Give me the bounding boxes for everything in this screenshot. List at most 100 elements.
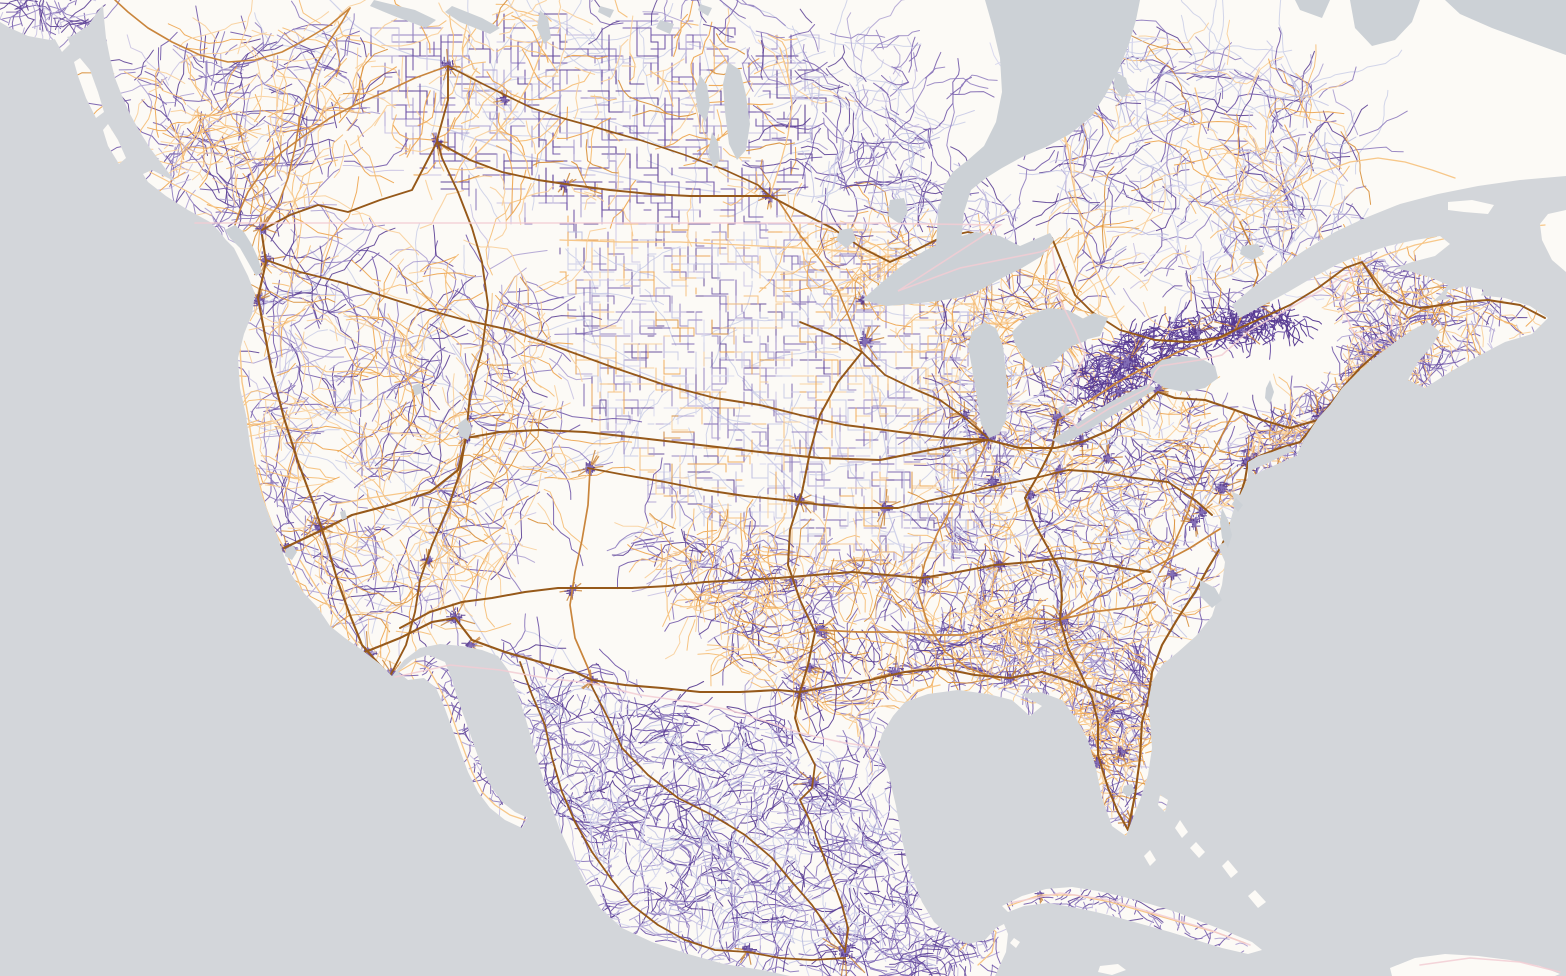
highway-mex-gulf <box>799 734 849 953</box>
city-spokes-dallas <box>799 615 839 644</box>
city-spokes-kansas-city <box>787 494 815 514</box>
water-lake-nipigon <box>888 198 908 224</box>
city-cluster-light-toronto <box>1120 353 1133 369</box>
water-lake-erie <box>1052 384 1156 445</box>
roads-north-arctic-web <box>591 0 916 109</box>
missouri-river <box>509 329 846 506</box>
landmass-jamaica <box>1098 964 1126 975</box>
landmass-newfoundland <box>1540 210 1566 272</box>
water-lake-huron <box>1012 308 1094 368</box>
roads-north-arctic-web <box>660 0 998 176</box>
highway-sask-north-road <box>469 27 546 161</box>
city-cluster-light-indianapolis <box>986 477 997 487</box>
city-spokes-st-louis <box>873 489 901 529</box>
landmass-baja-california <box>398 655 528 828</box>
roads-bc-web-orange <box>123 0 383 218</box>
water-lake-of-the-woods <box>836 228 856 248</box>
highway-i-10 <box>363 616 1124 702</box>
city-cluster-light-pittsburgh <box>1103 453 1114 463</box>
water-great-salt-lake <box>458 418 472 440</box>
water-delaware-bay <box>1232 498 1243 512</box>
us-mexico-border <box>394 664 879 749</box>
roads-north-arctic-web <box>577 0 867 91</box>
city-spokes-oklahoma-city <box>780 567 797 590</box>
water-lake-champlain <box>1265 380 1274 404</box>
water-lake-mistassini <box>1113 72 1130 98</box>
water-lake-manitoba <box>708 132 720 168</box>
roads-mexico-web-lavender <box>466 639 927 976</box>
landmass-bahamas-4 <box>1248 890 1266 908</box>
layer-borders <box>194 222 1561 973</box>
landmass-bahamas-6 <box>1144 850 1156 866</box>
landmass-bahamas-3 <box>1222 860 1238 878</box>
city-spokes-detroit <box>1035 396 1075 439</box>
city-spokes-pittsburgh <box>1095 443 1123 469</box>
highway-manitoba-north-road <box>769 47 793 197</box>
city-cluster-light-minneapolis <box>853 335 875 349</box>
cuba-road-pink <box>1009 892 1251 946</box>
highway-baja-1 <box>397 661 526 821</box>
highway-i-20 <box>819 601 1156 636</box>
highway-i-90-west <box>265 259 989 441</box>
roads-alaska-web <box>12 0 69 62</box>
landmass-hispaniola <box>1390 954 1560 976</box>
us-canada-border <box>194 222 1401 430</box>
water-lake-winnipeg <box>723 62 750 160</box>
water-hudson-bay <box>936 0 1140 280</box>
roads-quebec-web-orange <box>1052 19 1357 331</box>
water-arctic-lake-3 <box>698 4 712 16</box>
water-lake-athabasca <box>445 6 500 34</box>
city-spokes-edmonton <box>442 48 461 81</box>
city-spokes-milwaukee <box>949 401 978 425</box>
city-spokes-toronto <box>1098 339 1151 378</box>
hispaniola-road-pink <box>1419 957 1561 973</box>
city-spokes-havana <box>1039 894 1044 904</box>
city-spokes-memphis <box>912 563 939 590</box>
highway-alaska-highway <box>114 0 351 63</box>
water-ungava-bay <box>1350 0 1420 46</box>
city-spokes-indianapolis <box>977 465 1005 494</box>
landmass-cozumel <box>1010 938 1020 948</box>
landmass-bahamas-5 <box>1190 842 1205 858</box>
city-cluster-light-philadelphia <box>1215 483 1227 495</box>
water-lake-michigan <box>968 322 1008 438</box>
roads-prairie-grid <box>370 13 806 232</box>
city-spokes-salt-lake-city <box>458 432 480 448</box>
landmass-alaska-island-3 <box>103 124 126 164</box>
highway-i-75 <box>1024 419 1129 831</box>
city-spokes-ottawa <box>1187 318 1214 333</box>
roads-mexico-web-lavender <box>501 659 957 976</box>
roads-bc-web-orange <box>91 0 396 264</box>
city-cluster-light-hamilton <box>1116 386 1125 398</box>
highway-i-94 <box>799 321 989 439</box>
city-cluster-light-orlando <box>1119 746 1128 757</box>
water-sf-bay <box>285 545 297 560</box>
water-arctic-corner <box>1445 0 1566 55</box>
city-spokes-denver <box>571 449 604 477</box>
landmass-anticosti <box>1448 200 1494 214</box>
city-cluster-light-washington-dc <box>1189 515 1198 530</box>
saskatchewan-river <box>449 129 721 193</box>
water-lake-winnipegosis <box>695 75 710 122</box>
city-spokes-baltimore <box>1189 503 1213 515</box>
highway-yellowhead-east <box>447 65 771 197</box>
city-spokes-austin <box>809 667 823 676</box>
highway-us-50 <box>329 484 471 506</box>
colorado-river <box>429 439 496 656</box>
roads-southeast-web-orange <box>918 568 1191 733</box>
water-reindeer-lake <box>537 10 551 44</box>
highway-bc-97 <box>261 7 351 231</box>
roads-quebec-web-purple <box>1039 19 1408 340</box>
city-spokes-nashville <box>985 552 1010 580</box>
water-lake-okeechobee <box>1122 784 1135 797</box>
highway-mex-central <box>589 682 846 951</box>
city-spokes-minneapolis <box>864 325 885 360</box>
city-cluster-light-ottawa <box>1193 324 1203 336</box>
landmass-bahamas-2 <box>1175 820 1188 838</box>
roads-prairie-grid <box>370 13 834 225</box>
highway-i-81 <box>1159 409 1236 573</box>
highway-vancouver-island-road <box>149 171 223 213</box>
highway-i-85 <box>1059 519 1236 621</box>
